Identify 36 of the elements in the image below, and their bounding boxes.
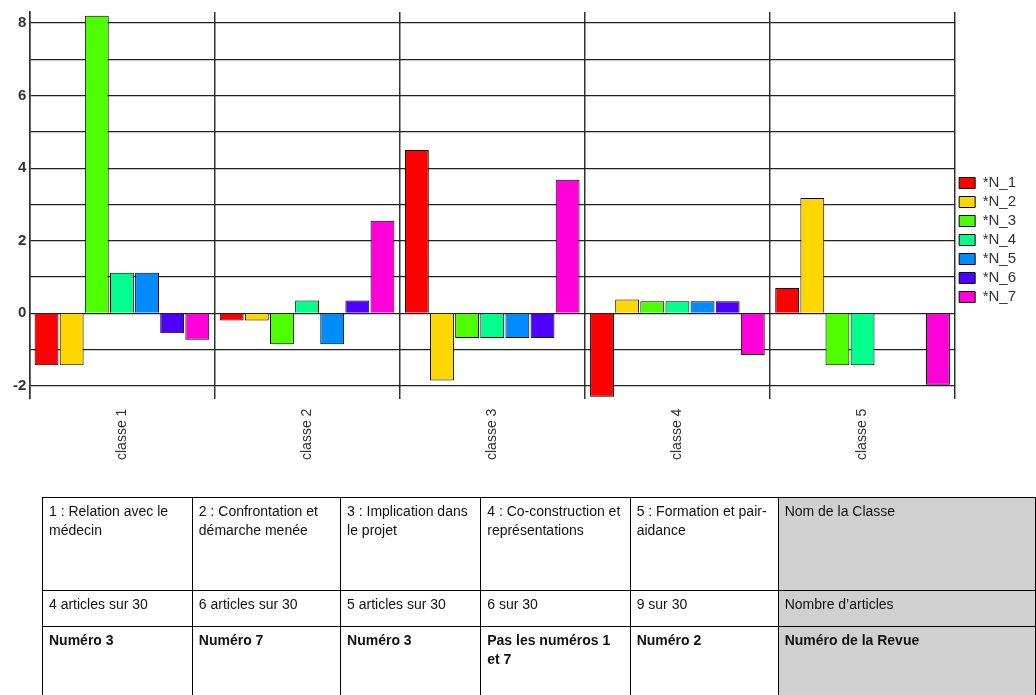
x-tick-label: classe 3 bbox=[483, 408, 500, 460]
legend-label: *N_7 bbox=[982, 287, 1016, 305]
text: 2 : Confrontation et démarche menée bbox=[192, 497, 341, 591]
text: Nombre d’articles bbox=[778, 590, 1036, 627]
text: Numéro 7 bbox=[192, 626, 341, 695]
legend-label: *N_5 bbox=[982, 249, 1016, 267]
text: 1 : Relation avec le médecin bbox=[42, 497, 193, 591]
text: Numéro 3 bbox=[42, 626, 193, 695]
x-tick-label: classe 1 bbox=[112, 408, 129, 460]
legend-label: *N_3 bbox=[982, 211, 1016, 229]
legend-label: *N_4 bbox=[982, 230, 1016, 248]
text: 9 sur 30 bbox=[630, 590, 779, 627]
x-tick-label: classe 2 bbox=[297, 408, 314, 460]
text: Pas les numéros 1 et 7 bbox=[480, 626, 631, 695]
legend-label: *N_1 bbox=[982, 173, 1016, 191]
text: Numéro de la Revue bbox=[778, 626, 1036, 695]
legend-label: *N_6 bbox=[982, 268, 1016, 286]
y-tick-label: 6 bbox=[17, 85, 27, 103]
text: 4 articles sur 30 bbox=[42, 590, 193, 627]
y-tick-label: 8 bbox=[17, 13, 27, 31]
text: Nom de la Classe bbox=[778, 497, 1036, 591]
text: 3 : Implication dans le projet bbox=[340, 497, 481, 591]
text: Numéro 2 bbox=[630, 626, 779, 695]
y-tick-label: -2 bbox=[12, 376, 27, 394]
x-tick-label: classe 4 bbox=[668, 408, 685, 460]
x-tick-label: classe 5 bbox=[853, 408, 870, 460]
legend-label: *N_2 bbox=[982, 192, 1016, 210]
text: 6 articles sur 30 bbox=[192, 590, 341, 627]
text: 5 : Formation et pair-aidance bbox=[630, 497, 779, 591]
text: 4 : Co-construction et représentations bbox=[480, 497, 631, 591]
text: Numéro 3 bbox=[340, 626, 481, 695]
y-tick-label: 0 bbox=[17, 303, 27, 321]
y-tick-label: 2 bbox=[17, 230, 27, 248]
text: 5 articles sur 30 bbox=[340, 590, 481, 627]
y-tick-label: 4 bbox=[17, 158, 27, 176]
text: 6 sur 30 bbox=[480, 590, 631, 627]
